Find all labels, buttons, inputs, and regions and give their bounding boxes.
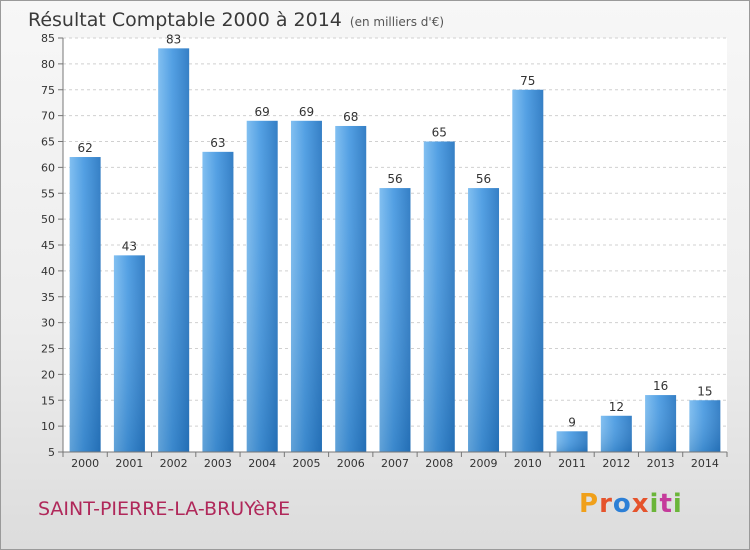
bar-shade: [69, 157, 101, 452]
bar-value-label: 69: [255, 105, 270, 119]
bar-shade: [468, 188, 500, 452]
bar-value-label: 43: [122, 239, 137, 253]
y-tick-label: 35: [41, 291, 55, 304]
y-tick-label: 25: [41, 343, 55, 356]
bar-shade: [645, 395, 677, 452]
bar-shade: [556, 431, 588, 452]
bar-shade: [512, 89, 544, 452]
bar-shade: [379, 188, 411, 452]
bar-value-label: 9: [568, 415, 576, 429]
bar-shade: [335, 125, 367, 452]
y-tick-label: 10: [41, 420, 55, 433]
logo-letter: o: [612, 489, 632, 519]
bar-value-label: 62: [77, 141, 92, 155]
y-tick-label: 55: [41, 187, 55, 200]
bar-value-label: 16: [653, 379, 668, 393]
bar-shade: [290, 120, 322, 453]
x-tick-label: 2010: [514, 457, 542, 470]
x-tick-label: 2012: [602, 457, 630, 470]
bar-shade: [202, 151, 234, 452]
chart-title: Résultat Comptable 2000 à 2014: [28, 9, 342, 31]
logo-letter: i: [649, 489, 660, 519]
x-tick-label: 2014: [691, 457, 719, 470]
y-tick-label: 45: [41, 239, 55, 252]
x-tick-label: 2001: [115, 457, 143, 470]
y-tick-label: 70: [41, 110, 55, 123]
x-tick-label: 2008: [425, 457, 453, 470]
bar-value-label: 56: [387, 172, 402, 186]
bar-value-label: 15: [697, 384, 712, 398]
y-tick-label: 65: [41, 136, 55, 149]
y-tick-label: 5: [48, 446, 55, 459]
x-tick-label: 2013: [647, 457, 675, 470]
bar-value-label: 69: [299, 105, 314, 119]
y-tick-label: 20: [41, 368, 55, 381]
logo-letter: t: [659, 489, 673, 519]
bar-shade: [113, 255, 145, 452]
proxiti-logo: Proxiti: [579, 489, 683, 519]
y-tick-label: 85: [41, 32, 55, 45]
bar-value-label: 65: [432, 126, 447, 140]
chart-subtitle: (en milliers d'€): [349, 15, 445, 29]
chart-title-block: Résultat Comptable 2000 à 2014 (en millie…: [28, 9, 444, 31]
bar-value-label: 83: [166, 32, 181, 46]
bar-value-label: 75: [520, 74, 535, 88]
y-tick-label: 50: [41, 213, 55, 226]
logo-letter: r: [599, 489, 613, 519]
y-tick-label: 60: [41, 161, 55, 174]
bar-shade: [423, 141, 455, 452]
x-tick-label: 2004: [248, 457, 276, 470]
bar-value-label: 68: [343, 110, 358, 124]
bar-shade: [158, 48, 190, 452]
x-tick-label: 2009: [470, 457, 498, 470]
bar-shade: [246, 120, 278, 453]
bars: 62 43 83 63 69 69 68 56 65 56 75 9 12 16 15: [69, 32, 721, 453]
logo-letter: x: [631, 489, 650, 519]
x-tick-label: 2007: [381, 457, 409, 470]
y-tick-label: 75: [41, 84, 55, 97]
x-tick-label: 2011: [558, 457, 586, 470]
y-tick-label: 30: [41, 317, 55, 330]
bar-value-label: 56: [476, 172, 491, 186]
bar-shade: [600, 415, 632, 452]
y-tick-label: 80: [41, 58, 55, 71]
x-axis: 2000 2001 2002 2003 2004 2005 2006 2007 2008 2009…: [62, 451, 728, 470]
y-tick-label: 15: [41, 394, 55, 407]
y-axis: 5 10 15 20 25 30 35 40 45 50 55 60 65 70 75 80 85: [41, 32, 64, 459]
bar-shade: [689, 400, 721, 452]
x-tick-label: 2006: [337, 457, 365, 470]
x-tick-label: 2002: [160, 457, 188, 470]
bar-value-label: 12: [609, 400, 624, 414]
y-tick-label: 40: [41, 265, 55, 278]
bar-value-label: 63: [210, 136, 225, 150]
x-tick-label: 2005: [292, 457, 320, 470]
commune-name: SAINT-PIERRE-LA-BRUYèRE: [38, 498, 291, 520]
x-tick-label: 2000: [71, 457, 99, 470]
x-tick-label: 2003: [204, 457, 232, 470]
logo-letter: i: [672, 489, 683, 519]
logo-letter: P: [579, 489, 600, 519]
